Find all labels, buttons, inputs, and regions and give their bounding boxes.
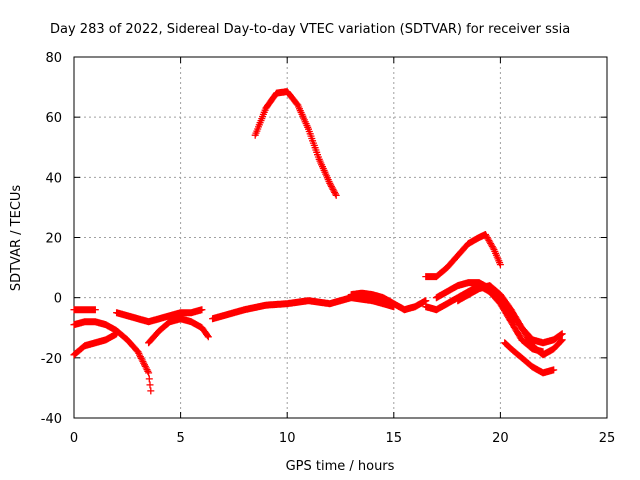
series-markers xyxy=(70,330,121,359)
series-arc-late-3 xyxy=(454,282,566,359)
x-tick-label: 0 xyxy=(70,431,78,446)
y-tick-label: 20 xyxy=(45,232,62,247)
series-markers xyxy=(70,306,99,314)
series-markers xyxy=(70,318,155,395)
series-arc-early-3 xyxy=(70,318,155,395)
series-arc-evening-high xyxy=(422,231,504,281)
series-markers xyxy=(422,231,504,281)
series-arc-flat-1 xyxy=(209,294,398,323)
y-tick-label: -40 xyxy=(41,412,62,427)
y-tick-label: 80 xyxy=(45,51,62,66)
series-arc-flat-2 xyxy=(347,289,430,314)
series-markers xyxy=(454,282,566,359)
series-markers xyxy=(113,306,206,326)
series-arc-peak xyxy=(251,88,340,199)
y-tick-label: 40 xyxy=(45,171,62,186)
ticks: 0 5 10 15 20 25 -40 -20 0 20 40 60 80 xyxy=(41,51,616,446)
chart-title: Day 283 of 2022, Sidereal Day-to-day VTE… xyxy=(50,22,570,37)
series-arc-late-4 xyxy=(501,339,558,377)
y-tick-label: 60 xyxy=(45,111,62,126)
y-tick-label: 0 xyxy=(54,292,62,307)
series-arc-early-2 xyxy=(70,330,121,359)
series-arc-early-5 xyxy=(145,315,212,347)
series-arc-early-1 xyxy=(70,306,99,314)
series-markers xyxy=(501,339,558,377)
series-markers xyxy=(251,88,340,199)
y-tick-label: -20 xyxy=(41,352,62,367)
series-markers xyxy=(209,294,398,323)
x-tick-label: 5 xyxy=(176,431,184,446)
series-markers xyxy=(145,315,212,347)
x-tick-label: 20 xyxy=(492,431,509,446)
y-axis-label: SDTVAR / TECUs xyxy=(9,185,24,292)
series-markers xyxy=(347,289,430,314)
x-tick-label: 25 xyxy=(599,431,616,446)
data-markers xyxy=(70,88,566,395)
x-tick-label: 10 xyxy=(279,431,296,446)
series-arc-early-4 xyxy=(113,306,206,326)
x-axis-label: GPS time / hours xyxy=(286,459,395,474)
x-tick-label: 15 xyxy=(386,431,403,446)
